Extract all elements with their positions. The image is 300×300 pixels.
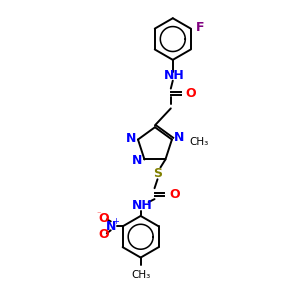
Text: ⁻: ⁻: [97, 209, 101, 218]
Text: N: N: [106, 220, 116, 233]
Text: N: N: [126, 132, 136, 145]
Text: O: O: [98, 212, 109, 225]
Text: N: N: [132, 154, 143, 167]
Text: CH₃: CH₃: [190, 136, 209, 146]
Text: N: N: [174, 131, 184, 144]
Text: O: O: [169, 188, 180, 201]
Text: CH₃: CH₃: [131, 270, 150, 280]
Text: S: S: [153, 167, 162, 180]
Text: +: +: [112, 217, 119, 226]
Text: NH: NH: [164, 69, 184, 82]
Text: O: O: [98, 228, 109, 241]
Text: NH: NH: [132, 199, 153, 212]
Text: O: O: [186, 86, 196, 100]
Text: F: F: [196, 21, 204, 34]
